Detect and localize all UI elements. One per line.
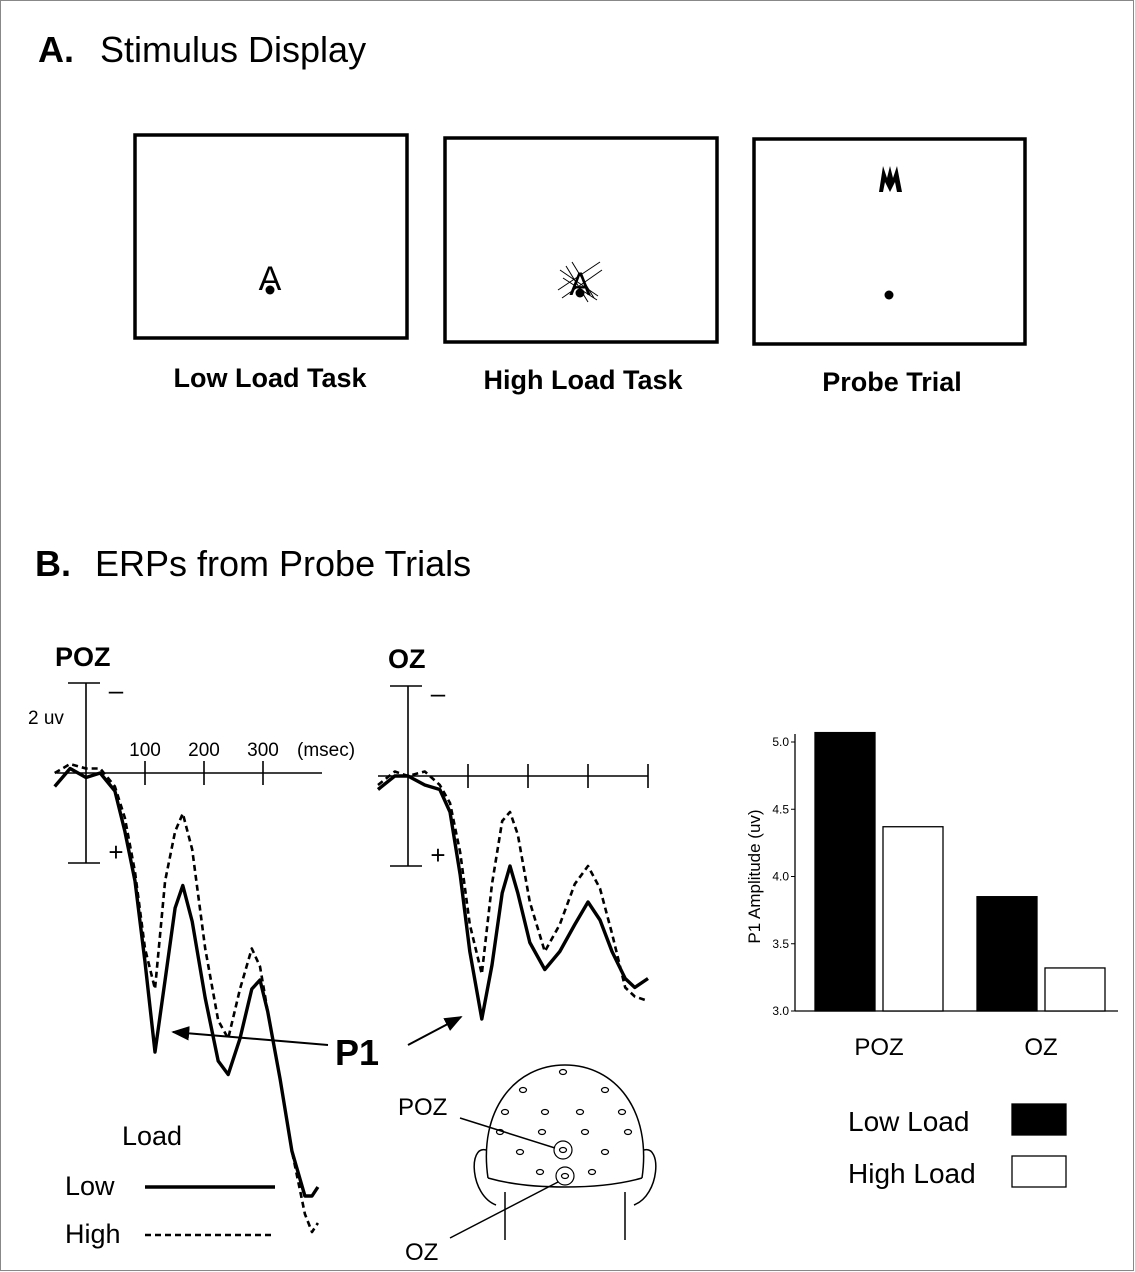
panel-label: A. [38,29,74,70]
frame [1,1,1134,1271]
bar [977,897,1037,1011]
y-tick-label: 3.0 [772,1004,789,1018]
x-tick-label: OZ [1024,1034,1057,1061]
chart-title: POZ [55,642,111,672]
bar [1045,968,1105,1011]
legend-title: Load [122,1121,182,1151]
panel-label: B. [35,543,71,584]
electrode-label: POZ [398,1094,447,1121]
y-tick-label: – [431,678,446,708]
display-caption: Probe Trial [822,367,962,397]
y-tick-label: 4.5 [772,802,789,816]
legend-swatch [1012,1104,1066,1135]
fixation-dot [266,286,275,295]
fixation-dot [885,291,894,300]
x-tick-label: 200 [188,740,220,761]
x-tick-label: POZ [854,1034,903,1061]
legend-label: Low Load [848,1106,969,1137]
bar [815,733,875,1011]
annotation: P1 [335,1032,379,1073]
y-axis-label: 2 uv [28,708,64,729]
legend-swatch [1012,1156,1066,1187]
y-tick-label: 5.0 [772,735,789,749]
display-caption: Low Load Task [173,363,367,393]
chart-title: OZ [388,644,426,674]
y-tick-label: – [109,675,124,705]
x-tick-label: 300 [247,740,279,761]
electrode-label: OZ [405,1239,438,1266]
legend-label: Low [65,1171,115,1201]
figure: A. Stimulus Display A A Low Load Task Hi… [0,0,1135,1272]
y-tick-label: 3.5 [772,937,789,951]
legend-label: High Load [848,1158,976,1189]
fixation-dot [576,289,585,298]
y-tick-label: + [430,840,445,870]
panel-title: Stimulus Display [100,29,366,70]
bar [883,827,943,1011]
display-caption: High Load Task [483,365,683,395]
y-tick-label: 4.0 [772,870,789,884]
legend-label: High [65,1219,121,1249]
y-tick-label: + [108,837,123,867]
panel-title: ERPs from Probe Trials [95,543,471,584]
y-axis-label: P1 Amplitude (uv) [745,809,764,943]
x-tick-label: 100 [129,740,161,761]
x-axis-label: (msec) [297,740,355,761]
